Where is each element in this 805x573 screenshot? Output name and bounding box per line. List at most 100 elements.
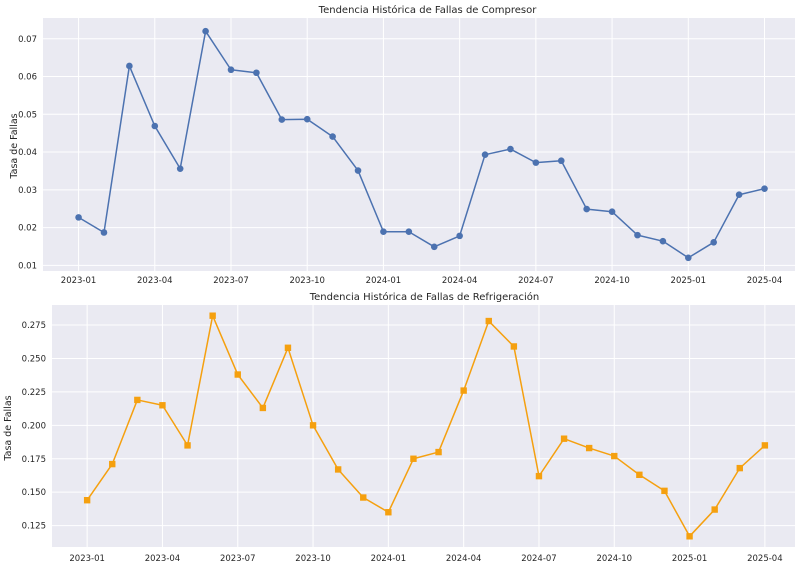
- data-point: [109, 460, 116, 468]
- x-tick-label: 2023-07: [220, 554, 256, 564]
- y-tick-label: 0.05: [18, 110, 37, 120]
- x-tick-label: 2024-10: [597, 554, 633, 564]
- data-point: [227, 66, 235, 74]
- x-tick-label: 2024-07: [518, 276, 554, 286]
- x-tick-label: 2023-04: [145, 554, 181, 564]
- x-tick-label: 2023-01: [69, 554, 105, 564]
- data-point: [535, 472, 543, 480]
- data-point: [711, 506, 718, 513]
- data-point: [329, 133, 336, 140]
- data-point: [259, 404, 267, 412]
- x-tick-label: 2024-04: [442, 276, 478, 286]
- plot-area: [52, 305, 795, 547]
- y-tick-label: 0.03: [18, 186, 37, 196]
- x-tick-label: 2024-07: [521, 554, 557, 564]
- data-point: [510, 343, 518, 350]
- data-point: [405, 228, 413, 236]
- data-point: [360, 494, 367, 501]
- data-point: [761, 442, 769, 449]
- y-tick-label: 0.06: [18, 73, 37, 83]
- data-point: [184, 442, 191, 449]
- y-tick-label: 0.07: [18, 35, 37, 45]
- data-point: [385, 509, 392, 516]
- data-point: [303, 115, 311, 123]
- data-point: [380, 228, 387, 236]
- data-point: [202, 27, 209, 35]
- y-axis-label: Tasa de Fallas: [3, 395, 14, 461]
- plot-area: [43, 18, 795, 271]
- data-point: [278, 116, 286, 123]
- data-point: [435, 448, 442, 456]
- data-point: [735, 191, 743, 199]
- data-point: [686, 533, 693, 540]
- y-tick-label: 0.175: [22, 455, 46, 465]
- data-point: [560, 435, 568, 442]
- x-tick-label: 2023-10: [295, 554, 331, 564]
- data-point: [234, 371, 241, 378]
- data-point: [583, 205, 590, 213]
- x-tick-label: 2024-10: [594, 276, 630, 286]
- x-tick-label: 2025-04: [747, 276, 783, 286]
- data-point: [460, 387, 467, 394]
- refrigeracion-chart: Tendencia Histórica de Fallas de Refrige…: [3, 291, 795, 564]
- data-point: [354, 167, 362, 174]
- data-point: [75, 214, 82, 221]
- y-tick-label: 0.150: [22, 488, 46, 498]
- data-point: [334, 466, 342, 473]
- y-tick-label: 0.01: [18, 261, 37, 271]
- x-tick-label: 2023-07: [213, 276, 249, 286]
- data-point: [661, 487, 668, 495]
- data-point: [634, 231, 641, 239]
- data-point: [761, 185, 768, 192]
- y-axis-label: Tasa de Fallas: [9, 113, 20, 179]
- data-point: [507, 145, 514, 153]
- data-point: [659, 237, 667, 245]
- x-tick-label: 2025-04: [747, 554, 783, 564]
- data-point: [159, 402, 166, 409]
- data-point: [485, 317, 492, 325]
- y-tick-label: 0.02: [18, 224, 37, 234]
- data-point: [209, 312, 216, 319]
- data-point: [481, 151, 489, 158]
- y-tick-label: 0.225: [22, 388, 46, 398]
- x-tick-label: 2023-04: [137, 276, 173, 286]
- data-point: [585, 444, 593, 452]
- data-point: [284, 344, 292, 351]
- chart-title: Tendencia Histórica de Fallas de Compres…: [318, 4, 538, 16]
- x-tick-label: 2024-01: [371, 554, 407, 564]
- data-point: [636, 471, 643, 479]
- y-tick-label: 0.250: [22, 354, 46, 364]
- data-point: [611, 452, 618, 460]
- data-point: [151, 122, 159, 130]
- x-tick-label: 2024-01: [366, 276, 402, 286]
- y-tick-label: 0.200: [22, 421, 46, 431]
- data-point: [100, 229, 108, 236]
- data-point: [430, 243, 438, 251]
- data-point: [710, 239, 718, 246]
- series-line: [78, 30, 765, 259]
- x-tick-label: 2023-10: [289, 276, 325, 286]
- data-point: [456, 232, 463, 240]
- data-point: [608, 208, 616, 216]
- data-point: [309, 422, 317, 429]
- data-point: [532, 159, 540, 166]
- x-tick-label: 2025-01: [671, 276, 707, 286]
- data-point: [176, 165, 184, 172]
- y-tick-label: 0.125: [22, 522, 46, 532]
- y-tick-label: 0.275: [22, 321, 46, 331]
- data-point: [557, 157, 565, 165]
- x-tick-label: 2023-01: [61, 276, 97, 286]
- x-tick-label: 2025-01: [672, 554, 708, 564]
- x-tick-label: 2024-04: [446, 554, 482, 564]
- data-point: [126, 62, 133, 70]
- series-line: [86, 314, 766, 538]
- data-point: [134, 396, 141, 404]
- chart-title: Tendencia Histórica de Fallas de Refrige…: [309, 291, 540, 303]
- data-point: [736, 464, 743, 472]
- data-point: [253, 69, 260, 77]
- y-tick-label: 0.04: [18, 148, 37, 158]
- compresor-chart: Tendencia Histórica de Fallas de Compres…: [9, 4, 795, 286]
- data-point: [684, 254, 692, 262]
